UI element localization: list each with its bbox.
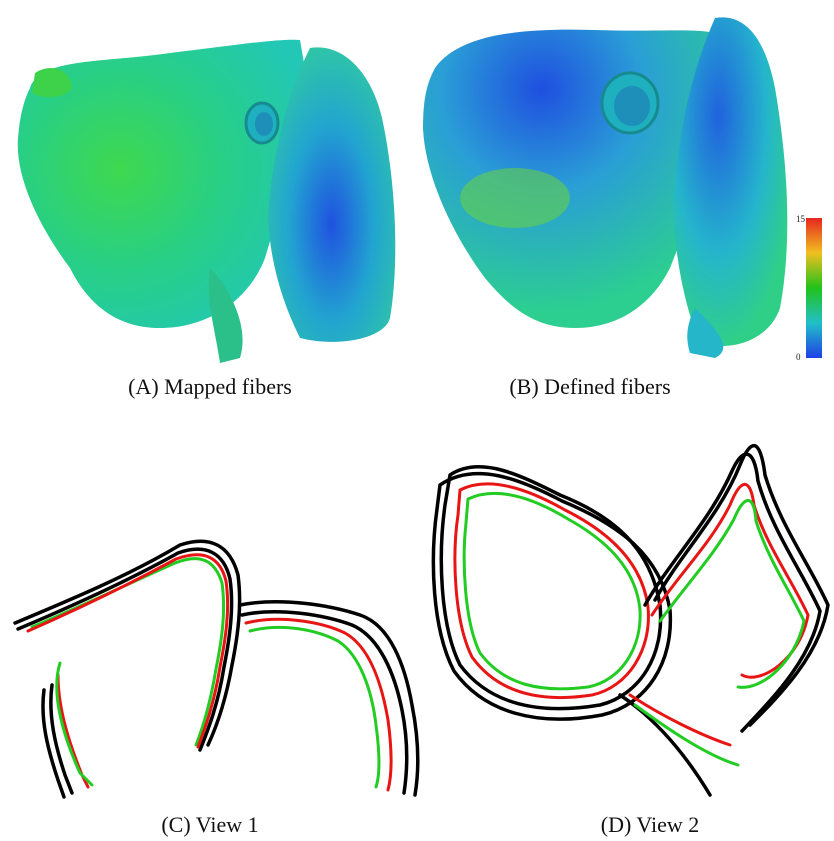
caption-a: (A) Mapped fibers	[128, 374, 292, 399]
contour-defined-3	[55, 661, 94, 787]
contour-outer-1	[13, 539, 242, 747]
contour-mapped-d3	[628, 693, 732, 747]
contour-outer-3	[238, 600, 420, 797]
contour-defined-2	[248, 625, 381, 789]
colorbar-max-label: 15	[796, 214, 806, 224]
ventricle-body-b	[673, 17, 788, 347]
contour-mapped-1	[26, 553, 230, 749]
contour-outer-d5	[618, 693, 712, 797]
caption-c: (C) View 1	[161, 812, 259, 837]
panel-d-contours	[420, 435, 834, 805]
colorbar-min-label: 0	[796, 352, 801, 362]
contour-mapped-d2	[650, 482, 810, 679]
contour-outer-6	[41, 688, 66, 799]
colorbar-gradient	[806, 218, 822, 358]
ventricle-body-a	[268, 47, 396, 342]
caption-d: (D) View 2	[600, 812, 700, 837]
panel-b-render	[415, 8, 815, 368]
panel-a-render	[10, 28, 410, 368]
contour-defined-d2	[658, 499, 806, 689]
contour-outer-2	[16, 547, 234, 752]
contour-outer-4	[240, 609, 409, 795]
contour-outer-d1	[439, 465, 663, 711]
contour-outer-d2	[431, 471, 673, 721]
panel-c-contours	[10, 535, 430, 805]
atrium-body-a	[17, 39, 310, 328]
contour-outer-d4	[643, 452, 822, 733]
contour-outer-d3	[653, 443, 830, 727]
contour-outer-5	[49, 683, 74, 795]
contour-mapped-d1	[453, 482, 650, 699]
contour-defined-d3	[633, 703, 740, 767]
caption-b: (B) Defined fibers	[509, 374, 671, 399]
contour-mapped-2	[244, 617, 393, 792]
contour-defined-d1	[462, 491, 642, 691]
colorbar: 15 0	[796, 212, 834, 364]
